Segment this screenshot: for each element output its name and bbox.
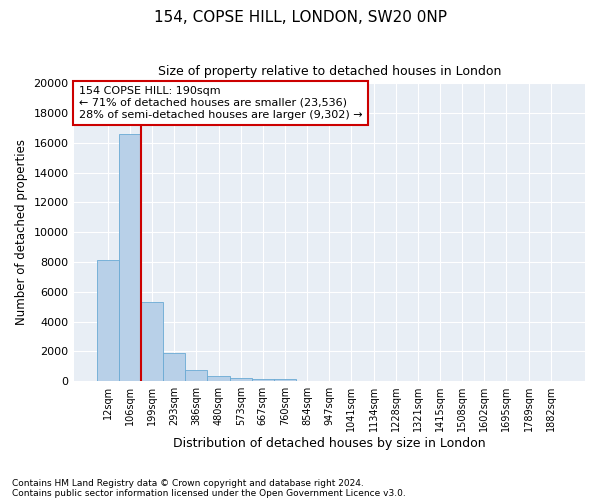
Bar <box>141 302 163 381</box>
Bar <box>97 260 119 381</box>
Bar <box>185 370 208 381</box>
Y-axis label: Number of detached properties: Number of detached properties <box>15 139 28 325</box>
Bar <box>252 379 274 381</box>
Text: 154, COPSE HILL, LONDON, SW20 0NP: 154, COPSE HILL, LONDON, SW20 0NP <box>154 10 446 25</box>
Bar <box>274 380 296 381</box>
Bar <box>163 353 185 381</box>
Bar <box>230 378 252 381</box>
Title: Size of property relative to detached houses in London: Size of property relative to detached ho… <box>158 65 501 78</box>
Text: Contains HM Land Registry data © Crown copyright and database right 2024.: Contains HM Land Registry data © Crown c… <box>12 478 364 488</box>
Text: Contains public sector information licensed under the Open Government Licence v3: Contains public sector information licen… <box>12 488 406 498</box>
X-axis label: Distribution of detached houses by size in London: Distribution of detached houses by size … <box>173 437 485 450</box>
Text: 154 COPSE HILL: 190sqm
← 71% of detached houses are smaller (23,536)
28% of semi: 154 COPSE HILL: 190sqm ← 71% of detached… <box>79 86 362 120</box>
Bar <box>119 134 141 381</box>
Bar <box>208 376 230 381</box>
